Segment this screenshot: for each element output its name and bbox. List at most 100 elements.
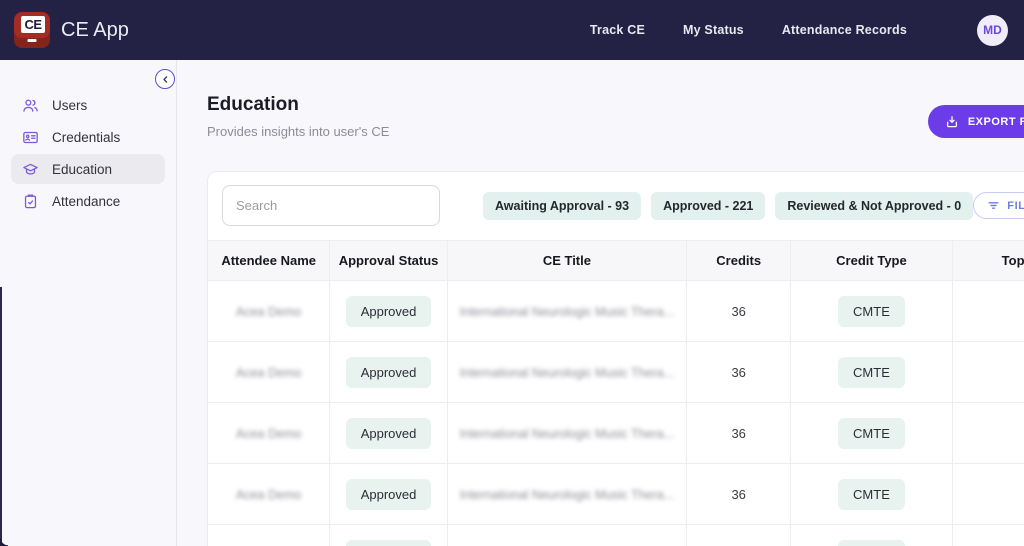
credit-type-cell-value: CMTE [838,417,905,449]
filters-button[interactable]: FILTERS [973,192,1024,219]
topnav-item-attendance-records[interactable]: Attendance Records [781,23,907,37]
graduation-cap-icon [22,161,39,178]
credits-cell: 36 [686,402,792,464]
chip-approved[interactable]: Approved - 221 [651,191,766,220]
topnav-item-track-ce[interactable]: Track CE [589,23,645,37]
app-logo[interactable]: CE [14,12,50,48]
clipboard-check-icon [22,193,39,210]
ce-title-cell-value: International Neurologic Music Thera... [459,426,675,441]
app-logo-latch [27,39,37,42]
attendee-name-cell: Acea Demo [208,402,331,464]
sidebar: Users Credentials Education [0,60,177,546]
credits-cell: 36 [686,463,792,525]
approval-status-cell: Approved [329,463,448,525]
sidebar-item-users[interactable]: Users [11,90,165,120]
attendee-name-cell-value: Acea Demo [236,426,302,441]
table-body: Acea Demo Approved International Neurologi… [208,280,1024,546]
status-chips: Awaiting Approval - 93 Approved - 221 Re… [483,191,974,220]
sidebar-item-attendance[interactable]: Attendance [11,186,165,216]
main-content: Education Provides insights into user's … [177,60,1024,546]
approval-status-cell-value: Approved [345,295,432,327]
sidebar-item-label: Attendance [52,193,121,209]
approval-status-cell: Approved [329,402,448,464]
credit-type-cell: CMTE [790,280,953,342]
sidebar-item-label: Users [52,97,88,113]
window-corner-artifact [0,538,8,546]
filters-label: FILTERS [1007,199,1024,212]
education-table: Attendee Name Approval Status CE Title C… [208,240,1024,546]
topic-cell [952,524,1024,546]
credit-type-cell: CMTE [790,524,953,546]
table-row[interactable]: Acea Demo Approved International Neurologi… [208,463,1024,525]
approval-status-cell-value: Approved [345,478,432,510]
ce-title-cell: International Neurologic Music Thera... [447,280,688,342]
credits-cell-value: 36 [731,486,746,502]
table-row[interactable]: Acea Demo Approved International Neurologi… [208,524,1024,546]
table-row[interactable]: Acea Demo Approved International Neurologi… [208,280,1024,342]
attendee-name-cell-value: Acea Demo [236,487,302,502]
page-title: Education [207,94,299,115]
ce-title-cell-value: International Neurologic Music Thera... [459,365,675,380]
id-card-icon [22,129,39,146]
app-title: CE App [61,18,129,41]
approval-status-cell: Approved [329,524,448,546]
credit-type-cell: CMTE [790,463,953,525]
ce-title-cell: International Neurologic Music Thera... [447,524,688,546]
topic-cell [952,463,1024,525]
credit-type-cell-value: CMTE [838,295,905,327]
sidebar-collapse-button[interactable] [155,69,175,89]
column-header-credits: Credits [686,240,792,281]
topbar: CE CE App Track CE My Status Attendance … [0,0,1024,60]
top-navigation: Track CE My Status Attendance Records MD [589,14,1010,46]
avatar[interactable]: MD [977,14,1008,46]
sidebar-item-credentials[interactable]: Credentials [11,122,165,152]
table-toolbar: Awaiting Approval - 93 Approved - 221 Re… [208,172,1024,240]
main-layout: Users Credentials Education [0,60,1024,546]
approval-status-cell: Approved [329,341,448,403]
table-row[interactable]: Acea Demo Approved International Neurologi… [208,341,1024,403]
attendee-name-cell: Acea Demo [208,280,331,342]
column-header-ce-title: CE Title [447,240,688,281]
topic-cell [952,402,1024,464]
ce-title-cell: International Neurologic Music Thera... [447,463,688,525]
chip-awaiting-approval[interactable]: Awaiting Approval - 93 [483,191,642,220]
sidebar-item-education[interactable]: Education [11,154,165,184]
topic-cell [952,280,1024,342]
ce-title-cell-value: International Neurologic Music Thera... [459,487,675,502]
filter-icon [987,199,1000,212]
sidebar-item-label: Education [52,161,113,177]
users-icon [22,97,39,114]
approval-status-cell-value: Approved [345,356,432,388]
attendee-name-cell: Acea Demo [208,524,331,546]
search-input[interactable] [222,185,440,226]
credit-type-cell: CMTE [790,402,953,464]
credit-type-cell-value: CMTE [838,478,905,510]
credits-cell: 36 [686,524,792,546]
sidebar-item-label: Credentials [52,129,121,145]
ce-title-cell: International Neurologic Music Thera... [447,341,688,403]
window-edge-artifact [0,287,2,546]
export-report-button[interactable]: EXPORT REPORT [927,105,1024,138]
credit-type-cell: CMTE [790,341,953,403]
credits-cell: 36 [686,280,792,342]
table-row[interactable]: Acea Demo Approved International Neurologi… [208,402,1024,464]
topic-cell [952,341,1024,403]
column-header-approval-status: Approval Status [329,240,448,281]
column-header-attendee-name: Attendee Name [208,240,331,281]
credits-cell-value: 36 [731,303,746,319]
chevron-left-icon [161,75,170,84]
credits-cell: 36 [686,341,792,403]
chip-reviewed-not-approved[interactable]: Reviewed & Not Approved - 0 [775,191,974,220]
attendee-name-cell-value: Acea Demo [236,365,302,380]
download-icon [945,115,959,129]
approval-status-cell: Approved [329,280,448,342]
attendee-name-cell-value: Acea Demo [236,304,302,319]
export-report-label: EXPORT REPORT [967,115,1024,128]
ce-title-cell: International Neurologic Music Thera... [447,402,688,464]
topnav-item-my-status[interactable]: My Status [682,23,744,37]
credit-type-cell-value: CMTE [838,356,905,388]
credit-type-cell-value: CMTE [838,539,905,546]
approval-status-cell-value: Approved [345,417,432,449]
table-header: Attendee Name Approval Status CE Title C… [208,240,1024,281]
attendee-name-cell: Acea Demo [208,463,331,525]
